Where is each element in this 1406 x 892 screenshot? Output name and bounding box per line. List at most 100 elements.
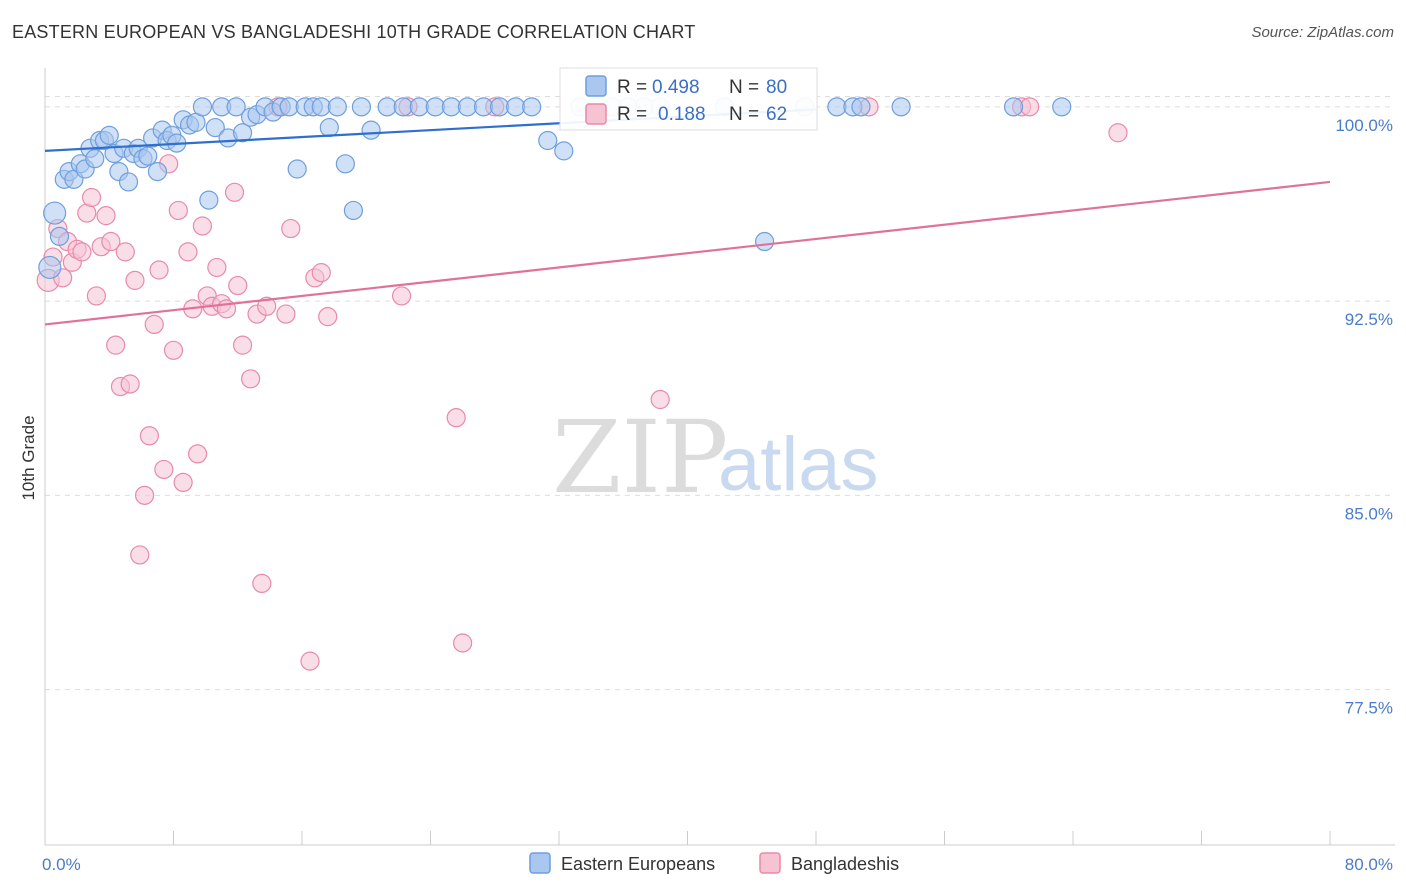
bangladeshi-point [453, 633, 473, 653]
bangladeshi-point [232, 335, 253, 355]
eastern-european-point [38, 255, 62, 280]
bangladeshi-point [207, 257, 227, 278]
eastern-european-point [232, 123, 253, 143]
bangladeshi-point [163, 340, 184, 360]
legend-n-value-pink: 62 [766, 104, 787, 125]
eastern-european-point [118, 172, 139, 192]
bangladeshi-point [120, 374, 140, 394]
eastern-european-point [473, 97, 494, 117]
eastern-european-point [754, 231, 775, 252]
bangladeshi-point [115, 242, 135, 262]
eastern-european-point [319, 117, 339, 138]
y-tick-labels: 100.0% 92.5% 85.0% 77.5% [1335, 116, 1393, 718]
bottom-legend-label-eastern-europeans: Eastern Europeans [561, 854, 715, 874]
legend-r-label-pink: R = [617, 104, 647, 125]
bangladeshi-point [276, 304, 296, 324]
eastern-european-point [409, 97, 429, 117]
eastern-european-point [147, 162, 168, 182]
chart-title: EASTERN EUROPEAN VS BANGLADESHI 10TH GRA… [12, 22, 696, 42]
bangladeshi-point [192, 216, 213, 236]
bangladeshi-point [228, 275, 248, 296]
bangladeshi-point [187, 444, 208, 464]
bangladeshi-point [125, 270, 145, 290]
eastern-european-point [99, 125, 119, 145]
bottom-legend-swatch-eastern-europeans [529, 852, 551, 874]
eastern-european-point [361, 120, 381, 140]
eastern-european-point [506, 97, 526, 117]
bangladeshi-point [101, 231, 121, 252]
eastern-european-point [311, 97, 331, 117]
y-axis-label: 10th Grade [19, 415, 38, 500]
eastern-european-point [226, 97, 246, 117]
watermark-zip: ZIP [552, 399, 728, 516]
bangladeshi-point [391, 286, 412, 306]
eastern-european-point [377, 97, 397, 117]
bottom-legend-swatch-bangladeshis [759, 852, 781, 874]
series-legend: Eastern Europeans Bangladeshis [529, 852, 899, 874]
eastern-european-point [205, 117, 225, 138]
trend-line-bangladeshis [44, 180, 1331, 326]
y-tick-label: 92.5% [1345, 310, 1393, 329]
bangladeshi-point [252, 573, 272, 594]
x-tick-label-max: 80.0% [1345, 855, 1393, 874]
bangladeshi-point [81, 187, 102, 208]
bangladeshi-point [257, 296, 277, 316]
x-tick-label-min: 0.0% [42, 855, 81, 874]
eastern-european-point [327, 97, 347, 117]
source-credit: Source: ZipAtlas.com [1251, 24, 1394, 41]
eastern-european-point [279, 97, 299, 117]
eastern-european-point [138, 146, 158, 166]
legend-swatch-bangladeshis [585, 103, 607, 125]
eastern-european-point [199, 190, 219, 210]
eastern-european-point [538, 130, 558, 151]
eastern-european-point [1003, 97, 1024, 117]
legend-n-label-blue: N = [729, 77, 759, 98]
bangladeshi-point [154, 459, 174, 480]
legend-r-label-blue: R = [617, 77, 647, 98]
y-tick-label: 100.0% [1335, 116, 1393, 135]
bangladeshi-point [241, 369, 261, 389]
legend-n-value-blue: 80 [766, 77, 787, 98]
bangladeshi-point [300, 651, 320, 671]
legend-swatch-eastern-europeans [585, 75, 607, 97]
bangladeshi-point [144, 314, 164, 335]
y-gridlines [45, 95, 1395, 691]
eastern-european-point [85, 149, 105, 169]
eastern-european-point [43, 201, 67, 225]
stats-legend: R = 0.498 N = 80 R = 0.188 N = 62 [559, 67, 818, 131]
watermark: ZIP atlas [552, 399, 879, 516]
bangladeshi-point [446, 408, 466, 428]
bangladeshi-point [318, 307, 338, 327]
eastern-european-point [457, 97, 478, 117]
bangladeshi-point [149, 260, 169, 280]
bangladeshi-point [224, 182, 245, 202]
eastern-european-point [287, 159, 307, 179]
series-bangladeshis-points [36, 97, 1128, 671]
bangladeshi-point [168, 200, 188, 221]
bangladeshi-point [72, 242, 92, 262]
eastern-european-point [851, 97, 871, 117]
bangladeshi-point [173, 472, 193, 492]
bangladeshi-point [178, 242, 198, 262]
eastern-european-point [1052, 97, 1072, 117]
eastern-european-point [335, 154, 355, 174]
bangladeshi-point [96, 206, 116, 226]
legend-r-value-blue: 0.498 [652, 77, 700, 98]
bangladeshi-point [650, 389, 670, 410]
bangladeshi-point [106, 335, 126, 355]
eastern-european-point [489, 97, 510, 117]
eastern-european-point [343, 200, 363, 221]
legend-n-label-pink: N = [729, 104, 759, 125]
legend-r-value-pink: 0.188 [658, 104, 706, 125]
bottom-legend-label-bangladeshis: Bangladeshis [791, 854, 899, 874]
bangladeshi-point [130, 545, 150, 565]
eastern-european-point [891, 97, 911, 117]
bangladeshi-point [139, 426, 160, 446]
eastern-european-point [522, 97, 542, 117]
bangladeshi-point [281, 218, 301, 239]
bangladeshi-point [1020, 97, 1040, 117]
bangladeshi-point [311, 263, 331, 283]
eastern-european-point [49, 226, 70, 246]
eastern-european-point [441, 97, 461, 117]
